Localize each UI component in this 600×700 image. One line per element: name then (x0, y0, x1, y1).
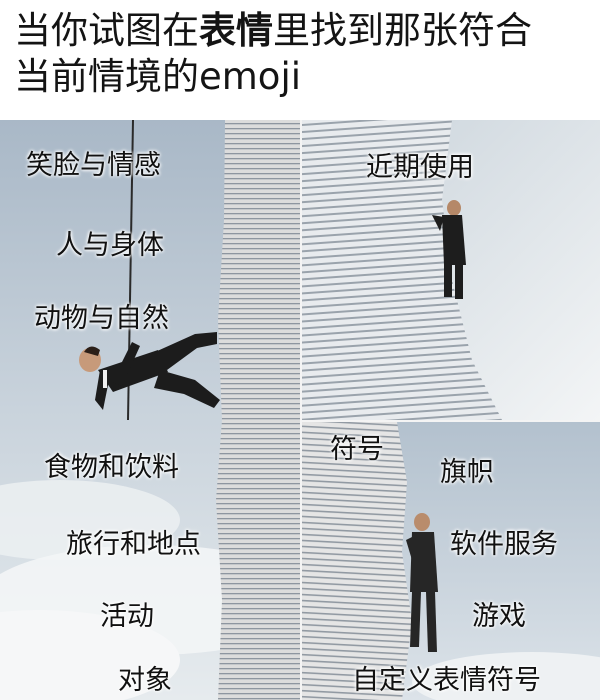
horizontal-divider (302, 420, 600, 422)
title-line1-emphasis: 表情 (199, 9, 273, 52)
bottom-right-climber-illustration (302, 422, 600, 700)
top-right-climber (432, 200, 466, 299)
vertical-divider (300, 120, 302, 700)
category-symbols: 符号 (330, 434, 384, 465)
category-objects: 对象 (118, 665, 172, 696)
category-games: 游戏 (472, 601, 526, 632)
category-people-body: 人与身体 (56, 230, 164, 261)
category-smileys-emotion: 笑脸与情感 (26, 150, 161, 181)
top-right-climber-illustration (302, 120, 600, 420)
bottom-right-panel (302, 422, 600, 700)
category-software-services: 软件服务 (450, 529, 558, 560)
category-food-drink: 食物和饮料 (44, 452, 179, 483)
category-activities: 活动 (100, 601, 154, 632)
left-climber (79, 332, 220, 410)
top-right-panel (302, 120, 600, 420)
title-line1-pre: 当你试图在 (14, 9, 199, 52)
category-travel-places: 旅行和地点 (66, 529, 201, 560)
category-custom-emoji: 自定义表情符号 (352, 665, 541, 696)
left-panel (0, 120, 300, 700)
category-recently-used: 近期使用 (366, 152, 474, 183)
title-line2: 当前情境的emoji (14, 55, 302, 98)
page-title: 当你试图在表情里找到那张符合 当前情境的emoji (14, 8, 594, 100)
category-flags: 旗帜 (440, 457, 494, 488)
bottom-right-climber (406, 513, 438, 652)
title-line1-post: 里找到那张符合 (273, 9, 532, 52)
left-climber-illustration (0, 120, 300, 700)
category-animals-nature: 动物与自然 (34, 303, 169, 334)
